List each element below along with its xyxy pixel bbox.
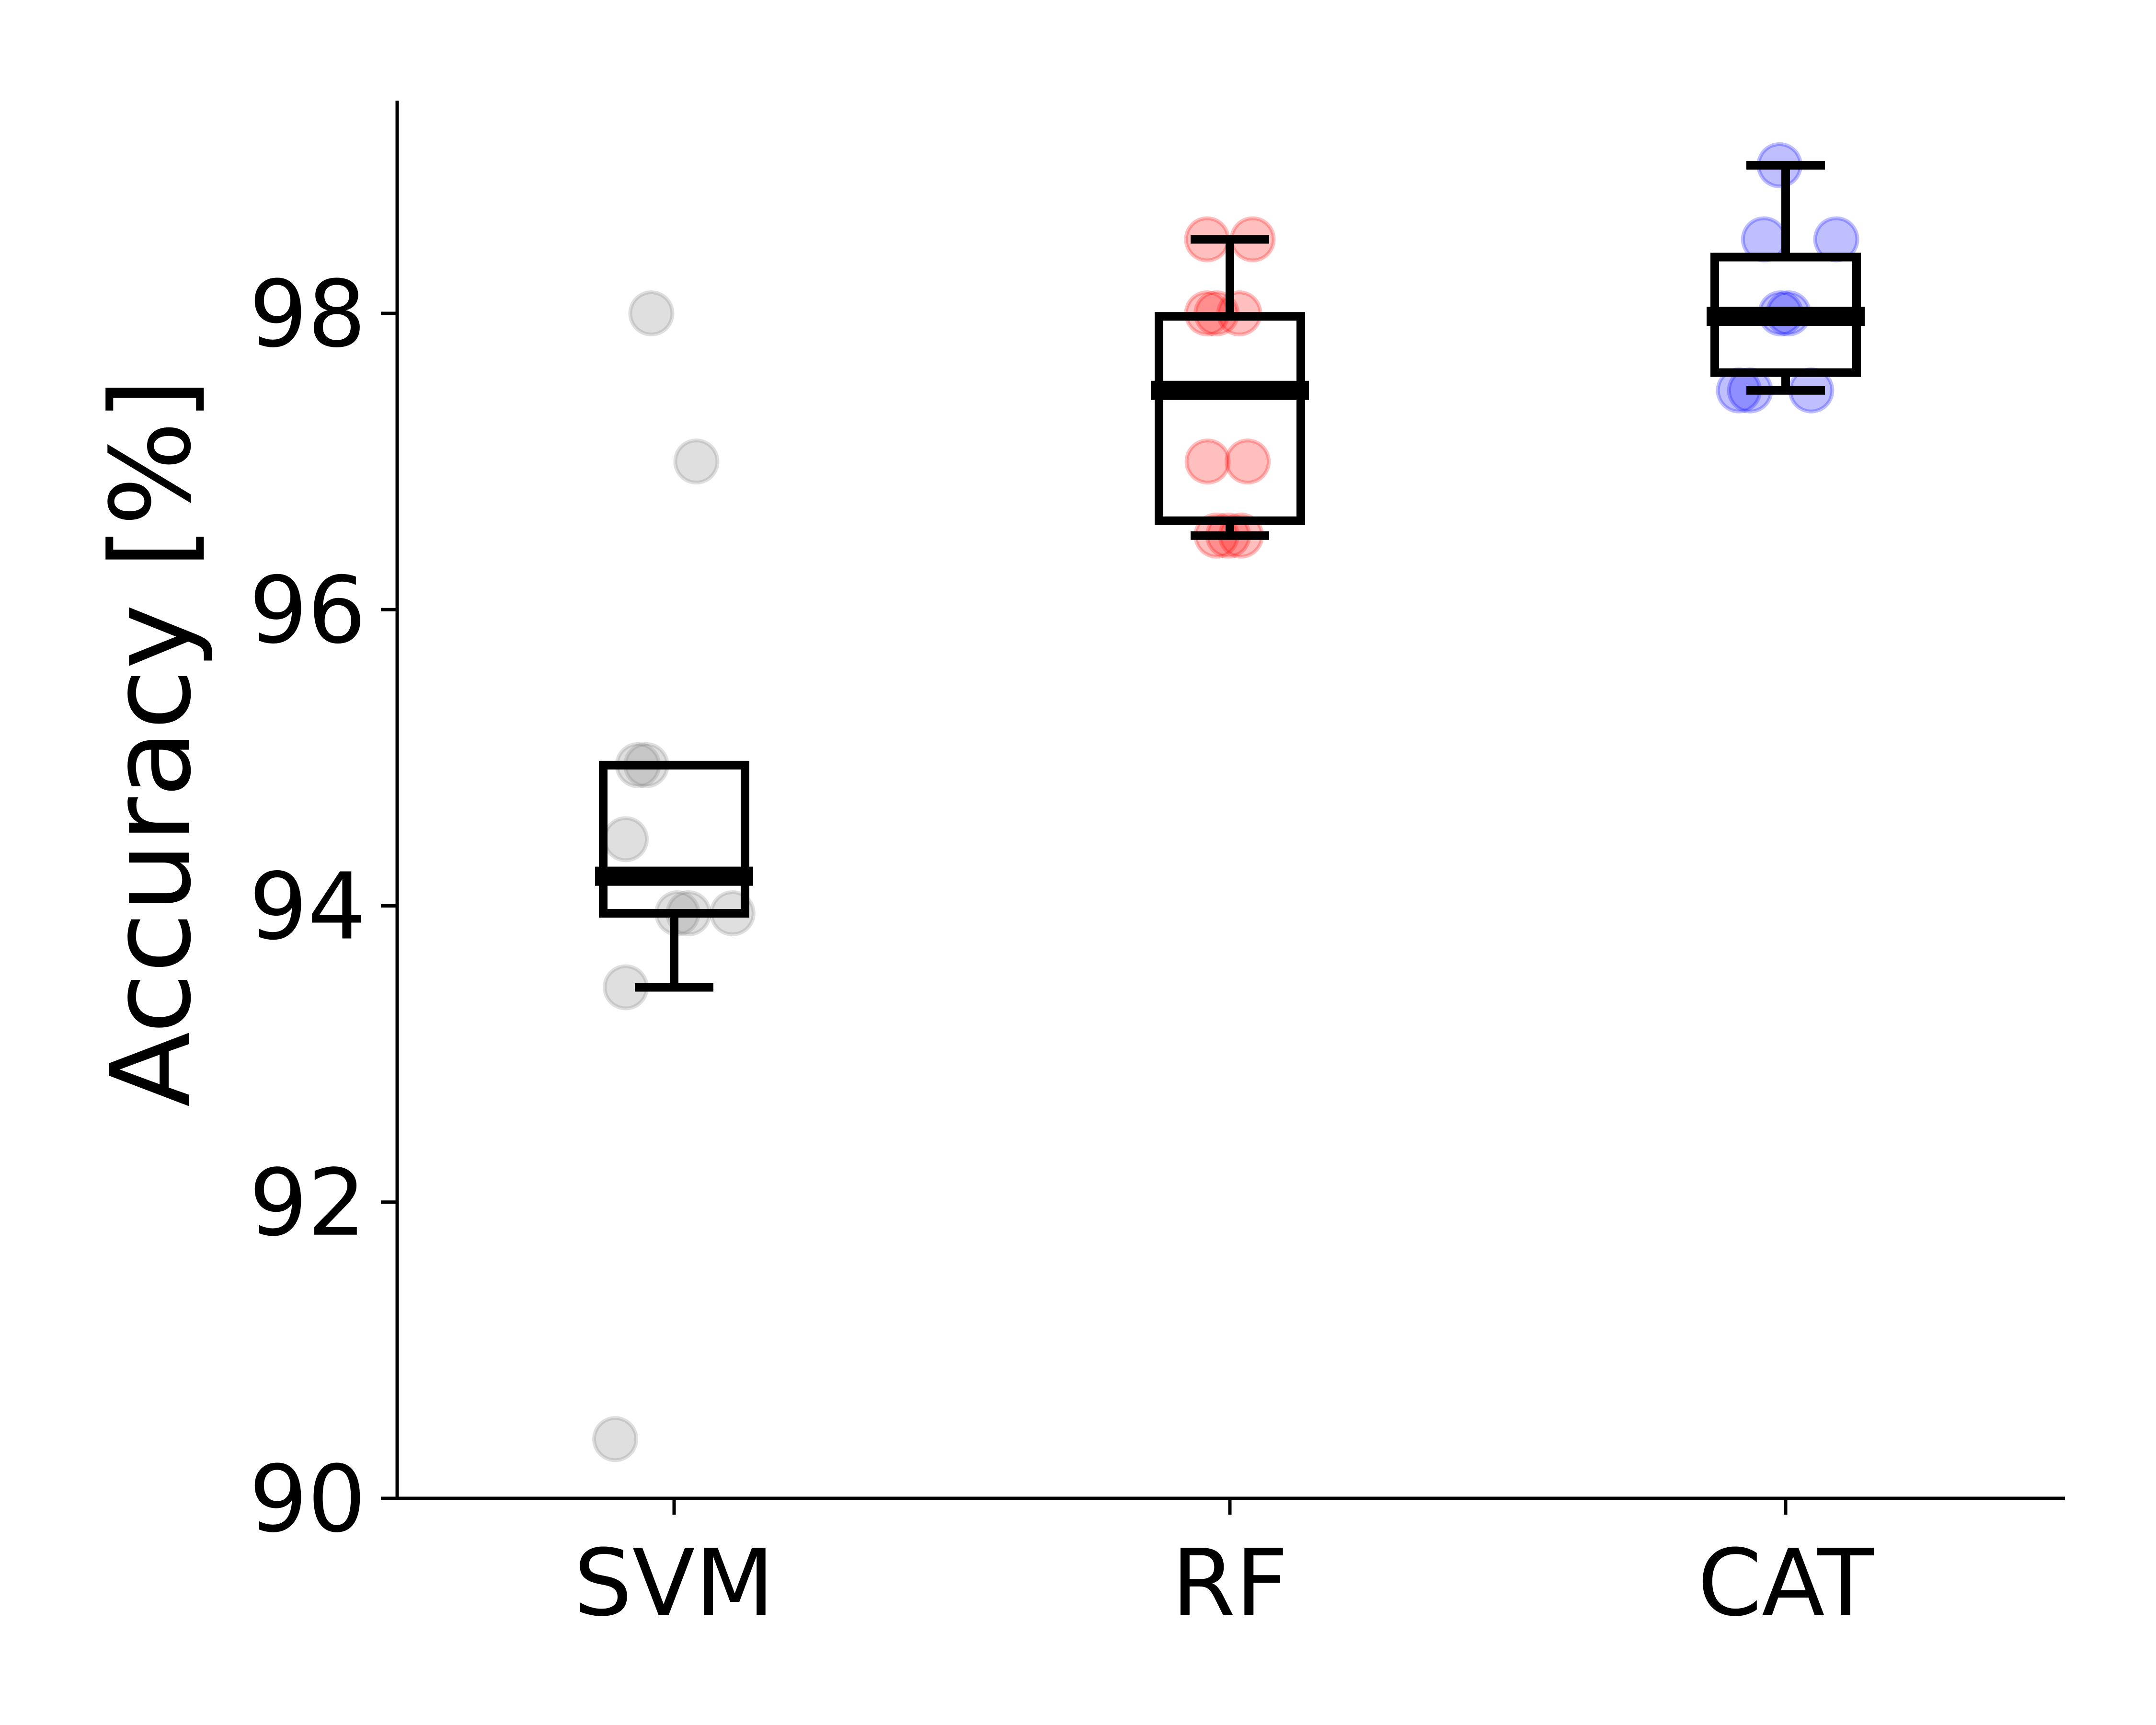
data-point [1225, 438, 1271, 485]
x-tick-label: CAT [1697, 1530, 1874, 1637]
data-point [673, 438, 720, 485]
data-point [603, 816, 649, 862]
y-tick-label: 92 [249, 1150, 366, 1257]
x-tick-label: SVM [574, 1530, 775, 1637]
y-axis-label: Accuracy [%] [88, 378, 216, 1107]
y-ticks-layer: 90 92 94 96 98 [249, 261, 397, 1553]
x-tick-label: RF [1171, 1530, 1288, 1637]
box-iqr [1155, 312, 1305, 525]
y-tick-label: 94 [249, 854, 366, 961]
y-tick-label: 90 [249, 1446, 366, 1553]
data-point [628, 290, 675, 336]
box-iqr [599, 760, 749, 918]
data-point [592, 1416, 639, 1462]
y-tick-label: 98 [249, 261, 366, 368]
x-ticks-layer: SVM RF CAT [574, 1498, 1874, 1637]
data-point [1184, 438, 1231, 485]
y-tick-label: 96 [249, 557, 366, 664]
box-elements-layer [595, 161, 1865, 992]
